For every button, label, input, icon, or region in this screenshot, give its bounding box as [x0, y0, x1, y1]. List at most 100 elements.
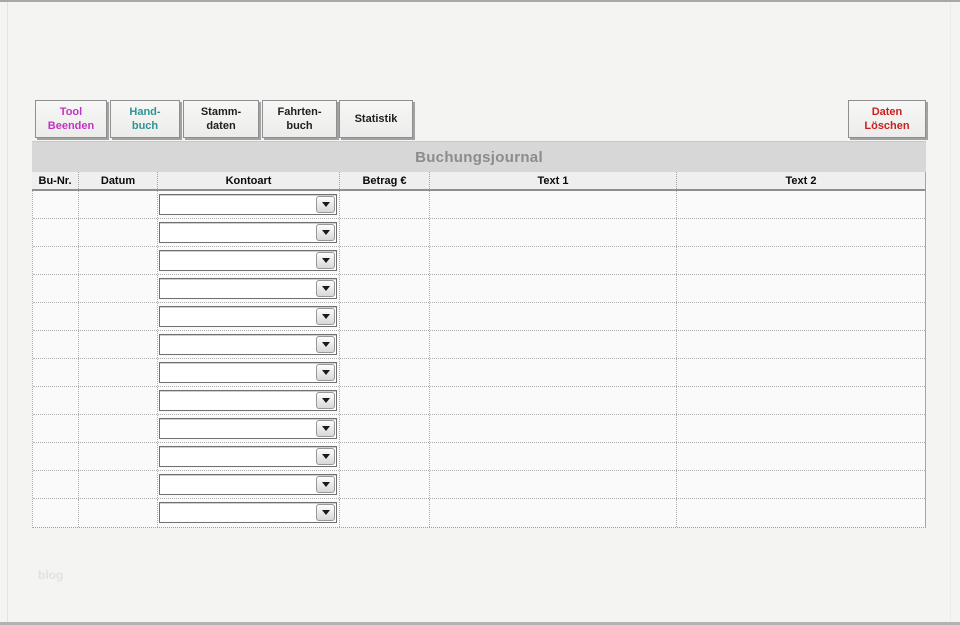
table-row — [33, 415, 925, 443]
cell-datum[interactable] — [79, 387, 158, 414]
cell-bu-nr[interactable] — [33, 415, 79, 442]
table-row — [33, 219, 925, 247]
cell-text2[interactable] — [677, 331, 926, 358]
cell-text2[interactable] — [677, 275, 926, 302]
daten-loeschen-button[interactable]: Daten Löschen — [848, 100, 926, 138]
cell-text1[interactable] — [430, 415, 677, 442]
chevron-down-icon[interactable] — [316, 420, 335, 437]
chevron-down-icon[interactable] — [316, 364, 335, 381]
cell-datum[interactable] — [79, 471, 158, 498]
cell-datum[interactable] — [79, 415, 158, 442]
chevron-down-icon[interactable] — [316, 224, 335, 241]
kontoart-dropdown[interactable] — [159, 306, 337, 327]
cell-bu-nr[interactable] — [33, 499, 79, 527]
cell-text1[interactable] — [430, 387, 677, 414]
kontoart-dropdown[interactable] — [159, 194, 337, 215]
cell-bu-nr[interactable] — [33, 443, 79, 470]
cell-text1[interactable] — [430, 499, 677, 527]
cell-text2[interactable] — [677, 219, 926, 246]
cell-datum[interactable] — [79, 443, 158, 470]
cell-text2[interactable] — [677, 359, 926, 386]
cell-betrag[interactable] — [340, 219, 430, 246]
cell-betrag[interactable] — [340, 415, 430, 442]
kontoart-dropdown[interactable] — [159, 362, 337, 383]
chevron-down-icon[interactable] — [316, 336, 335, 353]
tool-beenden-button[interactable]: Tool Beenden — [35, 100, 107, 138]
cell-bu-nr[interactable] — [33, 471, 79, 498]
cell-datum[interactable] — [79, 303, 158, 330]
page-title: Buchungsjournal — [415, 148, 543, 166]
cell-bu-nr[interactable] — [33, 359, 79, 386]
cell-text1[interactable] — [430, 219, 677, 246]
cell-text2[interactable] — [677, 471, 926, 498]
cell-text1[interactable] — [430, 443, 677, 470]
cell-datum[interactable] — [79, 219, 158, 246]
table-row — [33, 247, 925, 275]
cell-text2[interactable] — [677, 415, 926, 442]
cell-betrag[interactable] — [340, 387, 430, 414]
cell-text1[interactable] — [430, 471, 677, 498]
cell-betrag[interactable] — [340, 247, 430, 274]
stammdaten-button[interactable]: Stamm- daten — [183, 100, 259, 138]
statistik-button[interactable]: Statistik — [339, 100, 413, 138]
cell-text2[interactable] — [677, 303, 926, 330]
cell-datum[interactable] — [79, 359, 158, 386]
cell-betrag[interactable] — [340, 359, 430, 386]
kontoart-dropdown[interactable] — [159, 278, 337, 299]
kontoart-dropdown[interactable] — [159, 250, 337, 271]
cell-text2[interactable] — [677, 191, 926, 218]
table-row — [33, 499, 925, 527]
cell-betrag[interactable] — [340, 331, 430, 358]
kontoart-dropdown[interactable] — [159, 334, 337, 355]
fahrtenbuch-button[interactable]: Fahrten- buch — [262, 100, 337, 138]
kontoart-dropdown[interactable] — [159, 418, 337, 439]
cell-datum[interactable] — [79, 331, 158, 358]
chevron-down-icon[interactable] — [316, 392, 335, 409]
cell-datum[interactable] — [79, 191, 158, 218]
cell-bu-nr[interactable] — [33, 387, 79, 414]
kontoart-dropdown[interactable] — [159, 222, 337, 243]
chevron-down-icon[interactable] — [316, 476, 335, 493]
cell-bu-nr[interactable] — [33, 275, 79, 302]
kontoart-dropdown[interactable] — [159, 474, 337, 495]
cell-betrag[interactable] — [340, 443, 430, 470]
cell-betrag[interactable] — [340, 471, 430, 498]
cell-text1[interactable] — [430, 359, 677, 386]
cell-betrag[interactable] — [340, 275, 430, 302]
cell-text1[interactable] — [430, 275, 677, 302]
kontoart-dropdown[interactable] — [159, 446, 337, 467]
cell-bu-nr[interactable] — [33, 219, 79, 246]
cell-betrag[interactable] — [340, 303, 430, 330]
kontoart-dropdown[interactable] — [159, 390, 337, 411]
cell-betrag[interactable] — [340, 499, 430, 527]
cell-datum[interactable] — [79, 499, 158, 527]
cell-text1[interactable] — [430, 331, 677, 358]
cell-text2[interactable] — [677, 443, 926, 470]
chevron-down-icon[interactable] — [316, 280, 335, 297]
cell-text2[interactable] — [677, 499, 926, 527]
cell-bu-nr[interactable] — [33, 247, 79, 274]
watermark: blog — [38, 568, 64, 582]
chevron-down-icon[interactable] — [316, 504, 335, 521]
table-row — [33, 387, 925, 415]
chevron-down-icon[interactable] — [316, 308, 335, 325]
handbuch-button[interactable]: Hand- buch — [110, 100, 180, 138]
chevron-down-icon[interactable] — [316, 252, 335, 269]
chevron-down-icon[interactable] — [316, 196, 335, 213]
chevron-down-icon[interactable] — [316, 448, 335, 465]
cell-text2[interactable] — [677, 387, 926, 414]
table-row — [33, 471, 925, 499]
cell-bu-nr[interactable] — [33, 191, 79, 218]
cell-betrag[interactable] — [340, 191, 430, 218]
cell-datum[interactable] — [79, 247, 158, 274]
table-row — [33, 191, 925, 219]
cell-bu-nr[interactable] — [33, 331, 79, 358]
cell-text1[interactable] — [430, 247, 677, 274]
cell-kontoart — [158, 275, 340, 302]
kontoart-dropdown[interactable] — [159, 502, 337, 523]
cell-text2[interactable] — [677, 247, 926, 274]
cell-bu-nr[interactable] — [33, 303, 79, 330]
cell-text1[interactable] — [430, 191, 677, 218]
cell-datum[interactable] — [79, 275, 158, 302]
cell-text1[interactable] — [430, 303, 677, 330]
